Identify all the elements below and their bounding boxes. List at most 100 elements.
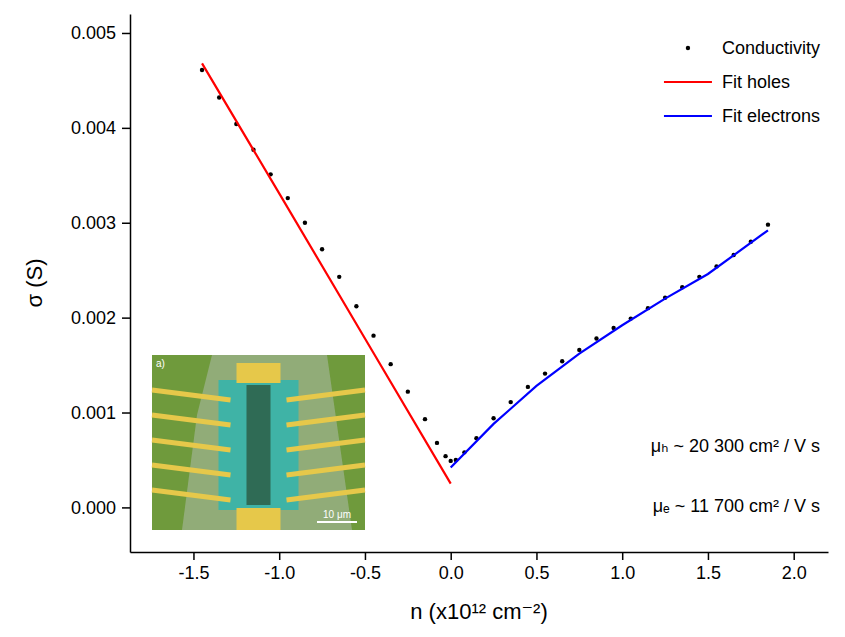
y-tick-label: 0.003 [71,213,116,233]
inset: a) 10 μm [152,355,365,530]
legend-item: Conductivity [686,38,820,58]
y-tick-mark [122,412,130,414]
inset-electrode [152,490,231,500]
inset-background [152,355,365,530]
data-point [449,459,453,463]
annotation: μₕ ~ 20 300 cm² / V s [651,436,820,456]
data-point [435,441,439,445]
data-point [443,454,447,458]
x-tick-mark [708,552,710,560]
data-point [388,362,392,366]
legend-label: Conductivity [722,38,820,58]
x-tick: -1.0 [264,552,295,583]
x-tick: 0.0 [439,552,464,583]
x-tick-mark [793,552,795,560]
chart: a)10 μm-1.5-1.0-0.50.00.51.01.52.00.0000… [0,0,845,637]
x-tick-mark [622,552,624,560]
x-tick-label: 2.0 [782,563,807,583]
data-point [303,221,307,225]
legend-item: Fit holes [664,72,790,92]
data-point [543,371,547,375]
legend-label: Fit electrons [722,106,820,126]
x-tick-mark [193,552,195,560]
inset-channel [247,385,271,505]
inset-contact [237,508,281,530]
inset-scale-label: 10 μm [323,509,351,520]
x-axis-title: n (x10¹² cm⁻²) [410,599,548,624]
data-point [560,359,564,363]
y-tick-label: 0.004 [71,118,116,138]
inset-electrode [287,465,366,475]
plot-area [200,63,770,483]
data-point [406,389,410,393]
y-axis: 0.000 0.001 0.002 0.003 0.004 0.005 [71,15,131,553]
data-point [354,304,358,308]
y-axis-line [130,15,132,553]
x-tick: 1.0 [610,552,635,583]
data-point [337,275,341,279]
x-tick: -0.5 [350,552,381,583]
inset-electrode [287,490,366,500]
x-axis-line [131,552,829,554]
y-tick-mark [122,222,130,224]
fit-line [202,63,451,483]
x-tick-label: -0.5 [350,563,381,583]
y-tick-label: 0.001 [71,403,116,423]
legend: Conductivity Fit holes Fit electrons [664,38,820,126]
y-tick-mark [122,128,130,130]
x-tick-mark [279,552,281,560]
legend-symbol [664,115,712,117]
data-point [509,400,513,404]
y-tick-label: 0.002 [71,308,116,328]
data-point [371,333,375,337]
y-tick-label: 0.000 [71,498,116,518]
data-point [423,417,427,421]
inset-electrode [152,465,231,475]
inset-scale-bar [317,521,357,523]
y-tick: 0.005 [71,23,130,43]
inset-electrode [152,440,231,450]
inset-electrode [152,390,231,400]
y-tick: 0.000 [71,498,130,518]
inset-electrode [287,390,366,400]
y-tick: 0.004 [71,118,130,138]
y-tick-mark [122,33,130,35]
x-tick-mark [536,552,538,560]
data-point [526,385,530,389]
x-axis: -1.5 -1.0 -0.5 0.0 0.5 1.0 1.5 2.0 [131,552,829,583]
x-tick-label: 1.0 [610,563,635,583]
data-point [491,416,495,420]
legend-symbol [686,46,690,50]
inset-electrode [287,440,366,450]
x-tick-label: 0.5 [524,563,549,583]
x-tick: 0.5 [524,552,549,583]
y-tick: 0.002 [71,308,130,328]
y-tick: 0.003 [71,213,130,233]
y-tick-mark [122,317,130,319]
scatter-series [200,68,770,463]
legend-item: Fit electrons [664,106,820,126]
data-point [766,222,770,226]
x-tick-label: -1.5 [178,563,209,583]
annotation: μₑ ~ 11 700 cm² / V s [653,496,820,516]
inset-electrode [287,415,366,425]
data-point [286,196,290,200]
inset-contact [237,363,281,383]
x-tick-mark [450,552,452,560]
x-tick: -1.5 [178,552,209,583]
x-tick-label: 1.5 [696,563,721,583]
y-tick-label: 0.005 [71,23,116,43]
data-point [200,68,204,72]
x-tick: 2.0 [782,552,807,583]
x-tick-mark [365,552,367,560]
x-tick-label: 0.0 [439,563,464,583]
inset-electrode [152,415,231,425]
inset-label: a) [156,358,165,369]
x-tick: 1.5 [696,552,721,583]
legend-label: Fit holes [722,72,790,92]
y-tick: 0.001 [71,403,130,423]
legend-symbol [664,81,712,83]
y-tick-mark [122,507,130,509]
y-axis-title: σ (S) [22,258,47,307]
data-point [320,247,324,251]
